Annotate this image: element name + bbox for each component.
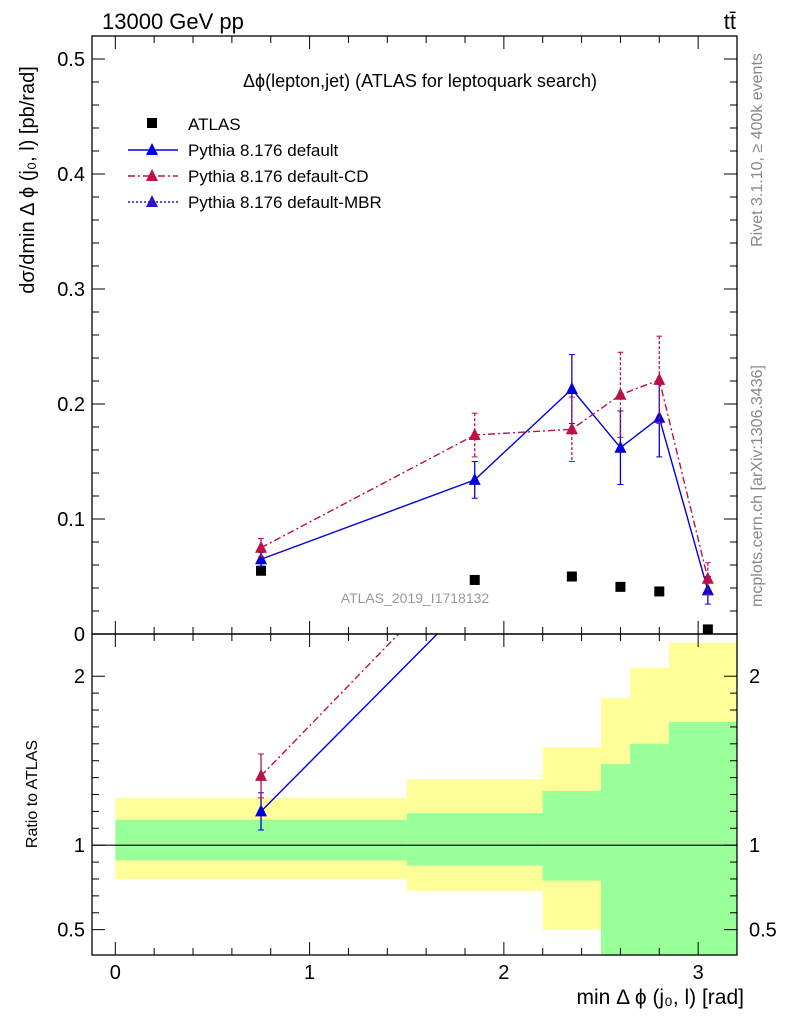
process-label: tt̄ [724, 9, 736, 34]
ratio-y-tick-label-right: 2 [749, 666, 760, 688]
chart-title: Δϕ(lepton,jet) (ATLAS for leptoquark sea… [243, 71, 597, 91]
series-point [653, 372, 666, 385]
series-line [260, 378, 709, 579]
x-axis-label: min Δ ϕ (j₀, l) [rad] [576, 986, 744, 1009]
series-point [565, 382, 578, 395]
ratio-series-group [255, 634, 439, 831]
series-point [565, 422, 578, 435]
legend-label: Pythia 8.176 default [188, 141, 339, 160]
x-tick-label: 1 [304, 962, 315, 984]
legend-marker [146, 195, 158, 207]
main-y-tick-label: 0.3 [57, 279, 85, 301]
analysis-label: ATLAS_2019_I1718132 [341, 590, 490, 606]
main-panel: 0 0.1 0.2 0.3 0.4 0.5 Δϕ(lepton,jet) (ATLAS f… [17, 35, 738, 646]
uncertainty-band-inner [630, 743, 670, 955]
atlas-data-point [566, 571, 577, 582]
atlas-data-point [654, 586, 665, 597]
series-point [701, 571, 714, 584]
series-point [614, 440, 627, 453]
main-y-tick-label: 0 [74, 624, 85, 646]
series-point [614, 387, 627, 400]
uncertainty-band-inner [669, 721, 737, 955]
ratio-y-tick-label-right: 0.5 [749, 920, 777, 942]
main-y-tick-label: 0.4 [57, 164, 85, 186]
x-tick-label: 2 [498, 962, 509, 984]
uncertainty-band-inner [601, 764, 631, 955]
legend-label: Pythia 8.176 default-CD [188, 167, 369, 186]
mcplots-label: mcplots.cern.ch [arXiv:1306.3436] [749, 365, 766, 607]
rivet-label: Rivet 3.1.10, ≥ 400k events [749, 53, 766, 247]
ratio-y-tick-label: 1 [74, 835, 85, 857]
ratio-panel: 0.5 0.5 1 1 2 2 0 1 2 3 Ratio to ATLAS min Δ ϕ (… [24, 633, 777, 1009]
legend-marker [146, 169, 158, 181]
x-tick-label: 0 [110, 962, 121, 984]
ratio-marks [92, 634, 737, 955]
ratio-y-tick-label: 0.5 [57, 920, 85, 942]
legend-marker [147, 118, 157, 128]
atlas-data-point [469, 574, 480, 585]
atlas-data-point [702, 624, 713, 635]
x-axis: 0 1 2 3 [110, 634, 704, 984]
legend-label: ATLAS [188, 115, 241, 134]
atlas-data-point [256, 565, 267, 576]
legend-label: Pythia 8.176 default-MBR [188, 193, 382, 212]
series-line [260, 388, 709, 591]
ratio-series-point [255, 804, 268, 817]
ratio-series-line [260, 634, 400, 777]
beam-label: 13000 GeV pp [102, 9, 244, 34]
ratio-series-point [255, 768, 268, 781]
legend-marker [146, 143, 158, 155]
ratio-y-tick-label: 2 [74, 666, 85, 688]
main-y-tick-label: 0.5 [57, 49, 85, 71]
ratio-series-line [260, 634, 439, 812]
uncertainty-band-inner [406, 813, 543, 866]
main-y-axis: 0 0.1 0.2 0.3 0.4 0.5 [57, 36, 737, 646]
main-y-tick-label: 0.1 [57, 509, 85, 531]
uncertainty-band-inner [542, 791, 602, 881]
atlas-data-point [615, 581, 626, 592]
series-point [468, 428, 481, 441]
ratio-y-tick-label-right: 1 [749, 835, 760, 857]
ratio-y-axis-label: Ratio to ATLAS [24, 740, 41, 848]
main-marks [255, 335, 714, 635]
x-tick-label: 3 [693, 962, 704, 984]
ratio-y-axis: 0.5 0.5 1 1 2 2 [57, 666, 777, 941]
main-y-tick-label: 0.2 [57, 394, 85, 416]
main-y-axis-label: dσ/dmin Δ ϕ (j₀, l) [pb/rad] [17, 66, 39, 294]
series-point [468, 472, 481, 485]
series-point [255, 540, 268, 553]
series-point [255, 552, 268, 565]
legend: ATLAS Pythia 8.176 default Pythia 8.176 de… [128, 115, 382, 212]
